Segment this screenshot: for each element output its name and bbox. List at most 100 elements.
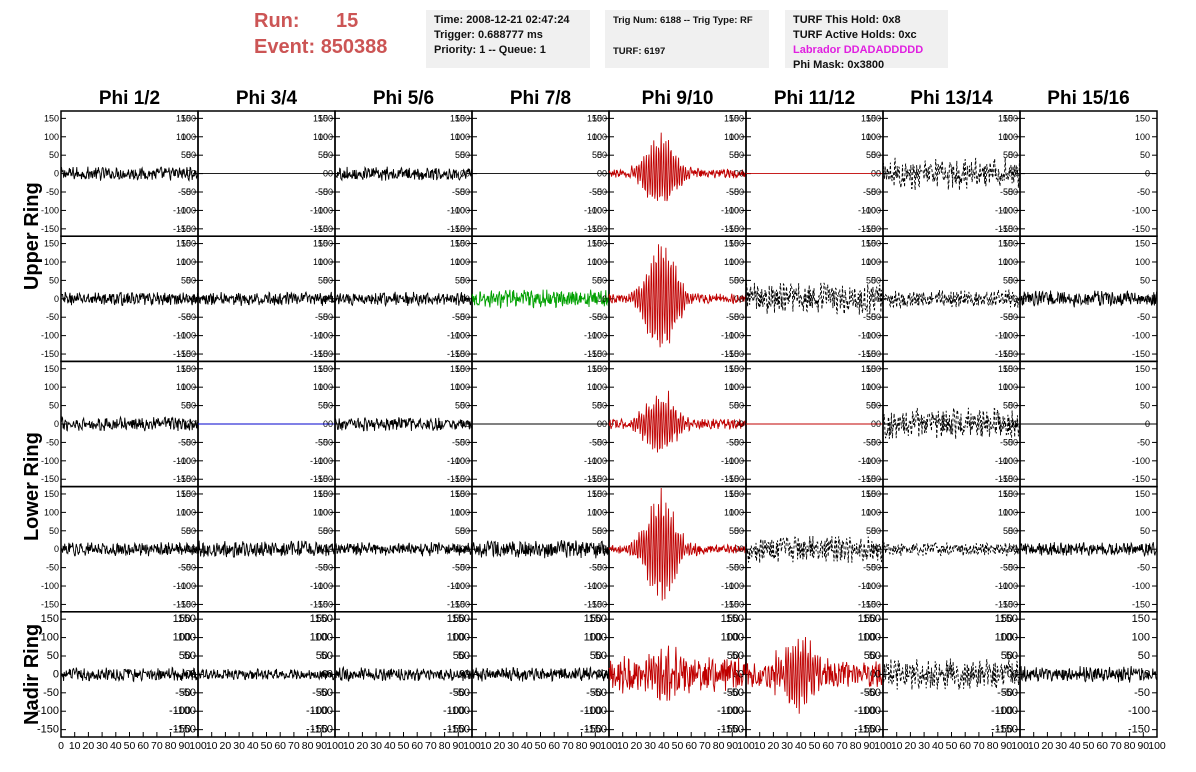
- y-tick-label: 100: [587, 132, 602, 142]
- y-tick-label: -150: [859, 724, 881, 736]
- y-tick-label: 50: [458, 650, 470, 662]
- y-tick-label: 50: [323, 526, 333, 536]
- phi-mask-text: Phi Mask: 0x3800: [793, 59, 885, 71]
- ring-label: Upper Ring: [21, 182, 43, 290]
- y-tick-label: -50: [731, 437, 744, 447]
- y-tick-label: 100: [592, 257, 607, 267]
- y-tick-label: -100: [1132, 205, 1150, 215]
- y-tick-label: -50: [183, 187, 196, 197]
- column-header: Phi 13/14: [910, 88, 993, 109]
- y-tick-label: 150: [447, 613, 465, 625]
- y-tick-label: 100: [313, 257, 328, 267]
- waveform-trace: [745, 636, 884, 714]
- y-tick-label: -150: [726, 349, 744, 359]
- y-tick-label: 50: [460, 275, 470, 285]
- y-tick-label: 50: [321, 650, 333, 662]
- y-tick-label: 100: [450, 132, 465, 142]
- y-tick-label: 100: [315, 632, 333, 644]
- y-tick-label: -50: [589, 563, 602, 573]
- y-tick-label: -150: [722, 724, 744, 736]
- y-tick-label: -50: [594, 187, 607, 197]
- y-tick-label: -100: [41, 205, 59, 215]
- x-tick-label: 10: [206, 740, 218, 752]
- y-tick-label: 50: [1008, 401, 1018, 411]
- y-tick-label: 150: [587, 113, 602, 123]
- y-tick-label: 0: [1145, 544, 1150, 554]
- x-tick-label: 100: [600, 740, 618, 752]
- y-tick-label: 150: [181, 364, 196, 374]
- waveform-trace: [197, 290, 336, 306]
- y-tick-label: -100: [1000, 205, 1018, 215]
- waveform-trace: [334, 665, 473, 682]
- y-tick-label: -150: [584, 474, 602, 484]
- y-tick-label: 0: [191, 419, 196, 429]
- y-tick-label: 100: [318, 507, 333, 517]
- y-tick-label: 50: [1003, 150, 1013, 160]
- waveform-trace: [60, 291, 199, 307]
- y-tick-label: 50: [181, 275, 191, 285]
- y-tick-label: -100: [726, 456, 744, 466]
- y-tick-label: -100: [584, 331, 602, 341]
- y-tick-label: -100: [173, 331, 191, 341]
- y-tick-label: 100: [861, 132, 876, 142]
- y-tick-label: -50: [1137, 312, 1150, 322]
- x-tick-label: 90: [315, 740, 327, 752]
- y-tick-label: -50: [1005, 312, 1018, 322]
- y-tick-label: -100: [443, 705, 465, 717]
- y-tick-label: 50: [323, 150, 333, 160]
- y-tick-label: -150: [173, 349, 191, 359]
- x-tick-label: 70: [425, 740, 437, 752]
- y-tick-label: -100: [306, 705, 328, 717]
- waveform-trace: [334, 291, 473, 308]
- y-tick-label: 50: [181, 401, 191, 411]
- y-tick-label: -100: [1132, 331, 1150, 341]
- y-tick-label: 150: [310, 613, 328, 625]
- x-tick-label: 80: [713, 740, 725, 752]
- y-tick-label: -50: [175, 687, 191, 699]
- x-tick-label: 20: [1042, 740, 1054, 752]
- y-tick-label: 100: [44, 257, 59, 267]
- y-tick-label: 50: [866, 150, 876, 160]
- turf-active-holds-text: TURF Active Holds: 0xc: [793, 29, 917, 41]
- y-tick-label: 100: [313, 132, 328, 142]
- y-tick-label: 50: [597, 526, 607, 536]
- y-tick-label: -50: [320, 437, 333, 447]
- y-tick-label: 150: [587, 364, 602, 374]
- y-tick-label: 150: [729, 364, 744, 374]
- y-tick-label: 150: [998, 364, 1013, 374]
- waveform-trace: [608, 390, 747, 453]
- y-tick-label: -150: [854, 724, 876, 736]
- x-tick-label: 90: [589, 740, 601, 752]
- y-tick-label: -100: [854, 705, 876, 717]
- x-tick-label: 20: [357, 740, 369, 752]
- y-tick-label: 50: [1008, 275, 1018, 285]
- y-tick-label: -100: [721, 331, 739, 341]
- waveform-trace: [882, 658, 1021, 690]
- x-tick-label: 10: [754, 740, 766, 752]
- y-tick-label: 50: [1003, 275, 1013, 285]
- x-tick-label: 30: [233, 740, 245, 752]
- x-tick-label: 20: [631, 740, 643, 752]
- y-tick-label: -150: [315, 349, 333, 359]
- y-tick-label: -50: [728, 687, 744, 699]
- y-tick-label: 100: [450, 382, 465, 392]
- y-tick-label: 50: [455, 275, 465, 285]
- y-tick-label: 100: [178, 632, 196, 644]
- waveform-trace: [60, 541, 199, 557]
- y-tick-label: 50: [1003, 401, 1013, 411]
- y-tick-label: -100: [585, 705, 607, 717]
- x-tick-label: 30: [96, 740, 108, 752]
- y-tick-label: 100: [44, 132, 59, 142]
- y-tick-label: 50: [595, 650, 607, 662]
- x-tick-label: 50: [672, 740, 684, 752]
- waveform-trace: [471, 539, 610, 559]
- y-tick-label: 150: [455, 113, 470, 123]
- waveform-trace: [608, 487, 747, 601]
- y-tick-label: -150: [726, 474, 744, 484]
- y-tick-label: 100: [584, 632, 602, 644]
- waveform-trace: [745, 282, 884, 316]
- y-tick-label: -100: [310, 456, 328, 466]
- y-tick-label: -50: [863, 187, 876, 197]
- y-tick-label: 100: [998, 382, 1013, 392]
